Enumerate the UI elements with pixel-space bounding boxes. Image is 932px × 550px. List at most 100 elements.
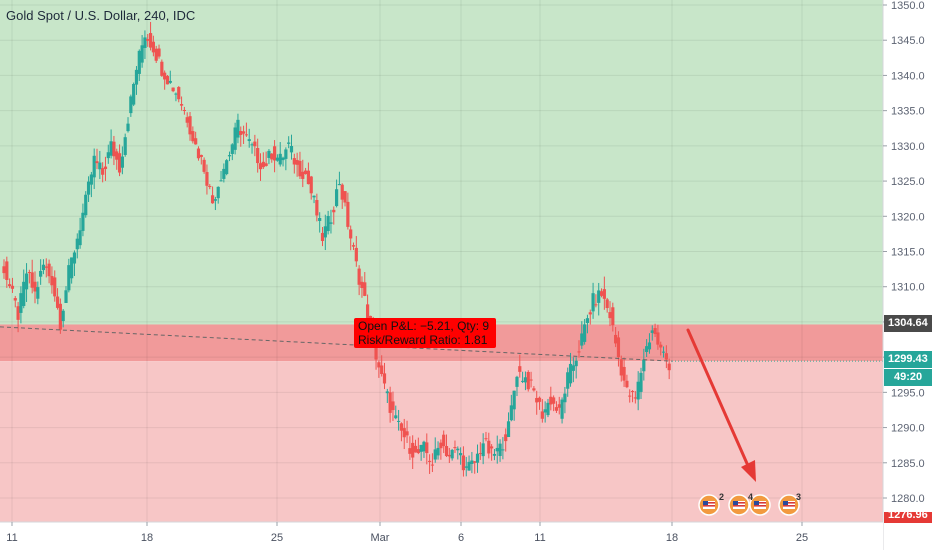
candle-body xyxy=(101,168,105,175)
candle-body xyxy=(374,338,378,360)
candle-body xyxy=(267,150,271,158)
candle-body xyxy=(78,230,82,246)
candle-body xyxy=(537,397,542,402)
candle-body xyxy=(349,229,353,239)
candle-body xyxy=(380,365,384,375)
candle-body xyxy=(47,263,51,277)
candle-body xyxy=(270,153,274,160)
candle-body xyxy=(50,275,54,286)
candle-body xyxy=(157,48,161,57)
us-flag-icon xyxy=(778,494,800,516)
candle-body xyxy=(72,252,77,264)
candle-body xyxy=(425,442,429,454)
current-price-tag: 1299.43 xyxy=(884,351,932,368)
candle-body xyxy=(126,123,130,132)
candle-body xyxy=(340,184,344,200)
candle-body xyxy=(5,261,9,280)
candle-body xyxy=(185,117,189,123)
candle-body xyxy=(428,460,432,462)
flag-stripe xyxy=(783,505,795,507)
candle-body xyxy=(239,131,243,135)
candle-body xyxy=(453,447,457,449)
time-axis[interactable]: 11 18 25 Mar 6 11 18 25 xyxy=(0,521,883,550)
candle-body xyxy=(19,293,23,313)
candle-body xyxy=(583,324,587,342)
candle-body xyxy=(89,174,93,185)
candle-body xyxy=(568,363,573,384)
position-pnl-box[interactable]: Open P&L: −5.21, Qty: 9 Risk/Reward Rati… xyxy=(354,318,496,348)
candle-body xyxy=(275,157,280,161)
candle-body xyxy=(549,396,553,405)
candle-body xyxy=(292,158,296,165)
candle-body xyxy=(55,296,60,308)
candle-body xyxy=(301,171,305,179)
candle-body xyxy=(591,293,595,312)
candle-body xyxy=(165,76,170,85)
candle-body xyxy=(521,380,525,382)
candle-body xyxy=(546,402,550,416)
candle-body xyxy=(199,154,203,157)
candle-body xyxy=(413,445,418,453)
candle-body xyxy=(309,176,313,194)
price-tick-label: 1335.0 xyxy=(891,106,925,118)
candle-body xyxy=(498,443,502,456)
candle-body xyxy=(289,146,294,153)
flag-stripe xyxy=(733,502,745,504)
candle-body xyxy=(464,466,468,468)
candle-body xyxy=(664,353,668,360)
candle-body xyxy=(388,392,392,413)
candle-body xyxy=(416,449,420,454)
candle-body xyxy=(86,181,91,195)
candle-body xyxy=(523,377,528,383)
candle-body xyxy=(233,127,237,150)
candle-body xyxy=(611,307,615,326)
candle-body xyxy=(134,69,139,85)
candle-body xyxy=(261,161,265,168)
price-axis[interactable]: 1280.01285.01290.01295.01300.01305.01310… xyxy=(882,0,932,550)
candle-body xyxy=(343,191,347,203)
candle-body xyxy=(394,415,398,419)
candle-body xyxy=(84,194,88,216)
price-tick-label: 1290.0 xyxy=(891,423,925,435)
candle-body xyxy=(44,266,48,268)
candle-body xyxy=(616,337,621,358)
candle-body xyxy=(33,281,37,292)
flag-stripe xyxy=(703,502,715,504)
candle-body xyxy=(256,148,260,164)
candle-body xyxy=(382,373,387,384)
candle-body xyxy=(495,447,499,452)
candle-body xyxy=(512,390,516,410)
candle-body xyxy=(461,455,466,471)
candle-body xyxy=(430,464,435,466)
candle-body xyxy=(236,119,240,138)
candle-body xyxy=(188,116,192,135)
candle-body xyxy=(163,72,167,80)
candle-body xyxy=(357,268,361,285)
candle-body xyxy=(75,238,79,250)
candle-body xyxy=(459,453,463,456)
candle-body xyxy=(112,141,116,157)
candle-body xyxy=(645,346,649,352)
target-price-value: 1276.96 xyxy=(888,512,928,521)
candle-body xyxy=(554,407,559,411)
candle-body xyxy=(315,200,319,216)
candle-body xyxy=(241,131,246,134)
candle-body xyxy=(281,157,285,161)
candle-body xyxy=(53,277,57,297)
candle-body xyxy=(377,362,381,368)
candle-body xyxy=(258,163,263,170)
candle-body xyxy=(529,379,533,381)
candle-body xyxy=(146,39,150,41)
target-price-tag: 1276.96 xyxy=(884,512,932,523)
time-tick-label: 25 xyxy=(271,532,283,544)
candle-body xyxy=(219,180,223,182)
candle-body xyxy=(24,273,29,290)
price-tick-label: 1280.0 xyxy=(891,493,925,505)
candle-body xyxy=(563,393,567,403)
candle-body xyxy=(137,50,141,74)
candle-body xyxy=(481,443,485,457)
candle-body xyxy=(148,33,153,48)
candle-body xyxy=(306,170,311,185)
